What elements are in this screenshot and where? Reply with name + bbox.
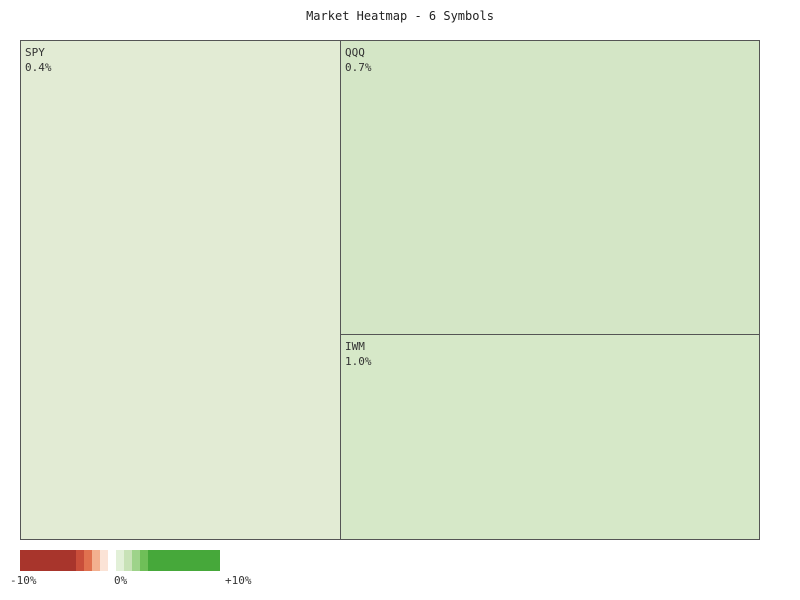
legend-swatch: [52, 550, 60, 571]
legend-swatch: [68, 550, 76, 571]
legend-swatch: [100, 550, 108, 571]
legend-swatch: [164, 550, 172, 571]
legend-swatch: [212, 550, 220, 571]
legend-swatch: [92, 550, 100, 571]
legend-swatch: [28, 550, 36, 571]
legend-swatch: [180, 550, 188, 571]
color-scale-legend: [20, 550, 220, 571]
tile-qqq[interactable]: QQQ 0.7%: [340, 40, 760, 336]
legend-mid-label: 0%: [114, 574, 128, 587]
legend-swatch: [116, 550, 124, 571]
tile-change: 1.0%: [345, 355, 372, 368]
legend-swatch: [172, 550, 180, 571]
tile-iwm[interactable]: IWM 1.0%: [340, 334, 760, 540]
tile-symbol: QQQ: [345, 46, 365, 59]
legend-swatch: [140, 550, 148, 571]
legend-min-label: -10%: [10, 574, 37, 587]
legend-swatch: [156, 550, 164, 571]
tile-spy[interactable]: SPY 0.4%: [20, 40, 341, 540]
legend-swatch: [44, 550, 52, 571]
legend-swatch: [204, 550, 212, 571]
legend-swatch: [20, 550, 28, 571]
legend-swatch: [36, 550, 44, 571]
legend-swatch: [188, 550, 196, 571]
legend-swatch: [196, 550, 204, 571]
heatmap-title: Market Heatmap - 6 Symbols: [306, 9, 494, 23]
legend-swatch: [60, 550, 68, 571]
tile-symbol: SPY: [25, 46, 45, 59]
tile-change: 0.7%: [345, 61, 372, 74]
tile-change: 0.4%: [25, 61, 52, 74]
legend-swatch: [132, 550, 140, 571]
treemap: SPY 0.4% QQQ 0.7% IWM 1.0%: [20, 40, 760, 540]
tile-symbol: IWM: [345, 340, 365, 353]
legend-swatch: [84, 550, 92, 571]
legend-swatch: [76, 550, 84, 571]
legend-swatch: [124, 550, 132, 571]
legend-swatch: [148, 550, 156, 571]
legend-max-label: +10%: [225, 574, 252, 587]
legend-swatch: [108, 550, 116, 571]
